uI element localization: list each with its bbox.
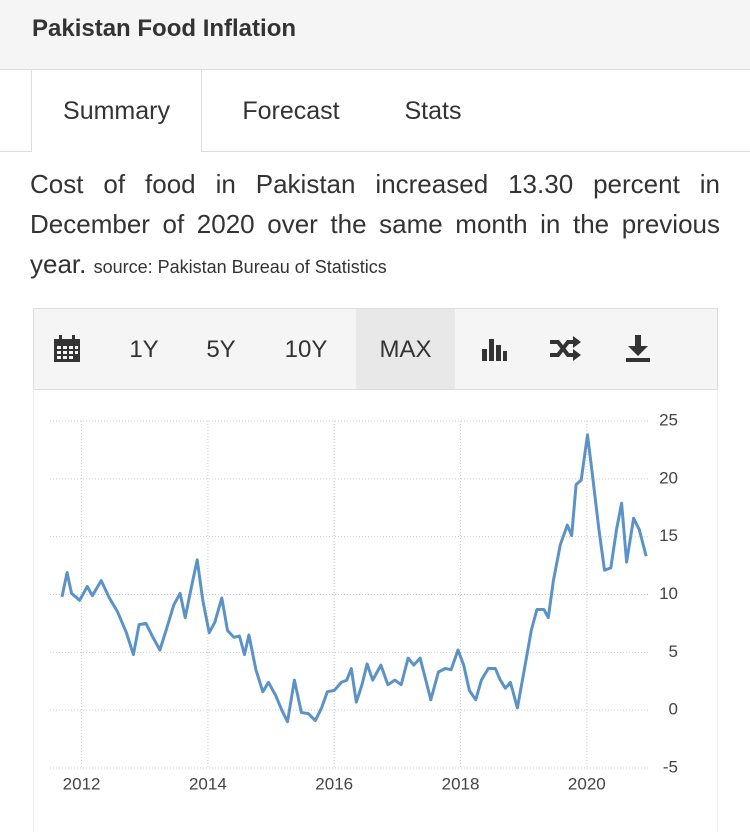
header: Pakistan Food Inflation bbox=[0, 0, 750, 70]
x-tick-label: 2020 bbox=[568, 774, 606, 793]
y-tick-label: 0 bbox=[669, 700, 678, 719]
shuffle-icon[interactable] bbox=[548, 335, 582, 363]
description-text: Cost of food in Pakistan increased 13.30… bbox=[30, 169, 720, 279]
toolbar: 1Y 5Y 10Y MAX bbox=[33, 308, 718, 390]
range-button[interactable]: MAX bbox=[356, 309, 455, 389]
y-tick-label: 5 bbox=[669, 642, 678, 661]
bar-chart-icon[interactable] bbox=[480, 335, 508, 363]
range-button[interactable]: 10Y bbox=[284, 336, 328, 363]
range-button[interactable]: 5Y bbox=[206, 336, 236, 363]
description: Cost of food in Pakistan increased 13.30… bbox=[30, 164, 720, 287]
x-tick-label: 2016 bbox=[315, 774, 353, 793]
tab[interactable]: Forecast bbox=[242, 97, 340, 125]
y-tick-label: 20 bbox=[659, 468, 678, 487]
range-button[interactable]: 1Y bbox=[129, 336, 159, 363]
tab[interactable]: Stats bbox=[404, 97, 462, 125]
calendar-icon[interactable] bbox=[52, 335, 82, 363]
tab[interactable]: Summary bbox=[31, 70, 202, 152]
data-line bbox=[60, 433, 648, 724]
y-tick-label: 10 bbox=[659, 584, 678, 603]
page-title: Pakistan Food Inflation bbox=[32, 15, 297, 42]
download-icon[interactable] bbox=[624, 333, 652, 363]
x-tick-label: 2012 bbox=[63, 774, 101, 793]
y-tick-label: 25 bbox=[659, 410, 678, 429]
tab-bar: Summary Forecast Stats bbox=[0, 70, 750, 152]
chart-container bbox=[33, 389, 718, 832]
y-tick-label: 15 bbox=[659, 526, 678, 545]
y-tick-label: -5 bbox=[663, 757, 678, 776]
source: source: Pakistan Bureau of Statistics bbox=[93, 257, 387, 277]
x-tick-label: 2014 bbox=[189, 774, 227, 793]
x-tick-label: 2018 bbox=[442, 774, 480, 793]
